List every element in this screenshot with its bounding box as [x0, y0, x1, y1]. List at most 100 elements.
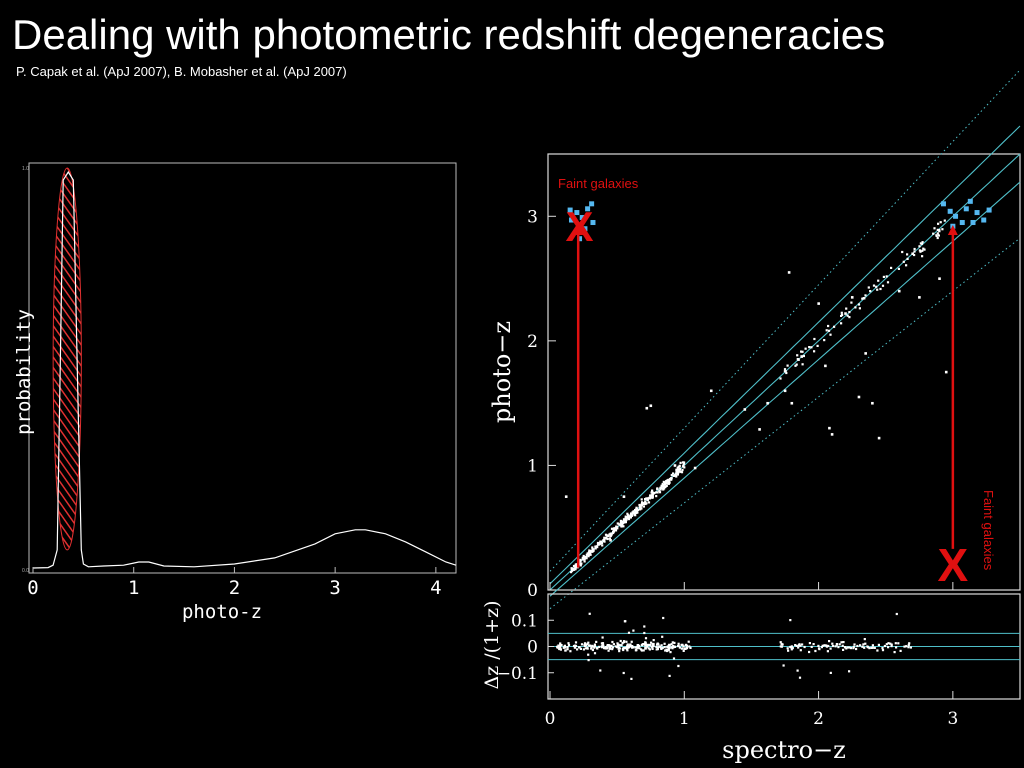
photoz-point	[666, 480, 669, 483]
residual-point	[644, 637, 648, 640]
photoz-point	[786, 364, 789, 367]
photoz-point	[823, 339, 826, 342]
photoz-point	[796, 354, 799, 357]
residual-point	[618, 650, 621, 653]
residual-point	[608, 646, 611, 649]
residual-point	[656, 648, 659, 651]
photoz-y-tick-label: 2	[527, 332, 538, 352]
photoz-point	[840, 322, 843, 325]
photoz-point	[603, 536, 606, 539]
residual-point	[883, 644, 886, 648]
residual-point	[660, 644, 663, 647]
photoz-point	[937, 222, 940, 225]
residual-point	[591, 648, 594, 652]
photoz-point	[598, 542, 601, 545]
photoz-guide-lines	[549, 69, 1021, 610]
faint-galaxy-arrows: XX	[566, 203, 969, 591]
photoz-point	[933, 227, 936, 230]
photoz-point	[677, 465, 680, 468]
photoz-point	[846, 314, 849, 317]
residual-point	[782, 664, 785, 667]
residual-point	[683, 647, 686, 650]
residual-point	[781, 643, 784, 646]
photoz-point	[591, 548, 594, 551]
residual-point	[826, 650, 829, 653]
residual-point	[593, 646, 596, 649]
photoz-point	[618, 523, 621, 526]
photoz-point	[881, 284, 885, 287]
photoz-point	[829, 333, 832, 336]
residual-point	[602, 645, 605, 648]
photoz-outlier-point	[783, 389, 787, 393]
photoz-point	[667, 478, 670, 481]
residual-point	[801, 643, 804, 646]
photoz-point	[670, 473, 673, 477]
photoz-point	[604, 537, 607, 540]
faint-galaxy-point	[590, 220, 596, 226]
photoz-point	[589, 552, 592, 555]
photoz-point	[675, 472, 678, 475]
residual-point	[567, 644, 571, 647]
photoz-point	[804, 347, 807, 350]
residual-point	[885, 643, 888, 646]
photoz-point	[658, 491, 662, 494]
residual-point	[848, 646, 851, 649]
residual-point	[625, 640, 628, 643]
residual-point	[812, 643, 815, 646]
photoz-point	[800, 355, 803, 358]
residual-point	[790, 648, 793, 651]
photoz-point	[610, 532, 613, 535]
faint-galaxy-points	[567, 198, 992, 242]
faint-galaxy-point	[986, 207, 992, 213]
residual-point	[852, 647, 855, 650]
photoz-point	[622, 521, 625, 524]
photoz-point	[661, 482, 664, 486]
photoz-point	[638, 503, 641, 507]
photoz-point	[626, 517, 629, 520]
photoz-point	[608, 537, 611, 540]
residual-point	[841, 644, 844, 647]
residual-point	[903, 645, 906, 648]
residual-point	[590, 647, 593, 650]
residual-point	[611, 648, 614, 651]
residual-point	[632, 629, 635, 632]
residual-point	[651, 642, 654, 646]
photoz-point	[615, 525, 618, 528]
residual-point	[584, 644, 587, 647]
photoz-point	[640, 503, 643, 506]
residual-point	[569, 650, 572, 653]
residual-point	[862, 643, 865, 646]
photoz-point	[795, 363, 798, 366]
residual-point	[593, 652, 597, 655]
residual-point	[663, 646, 666, 649]
photoz-point	[813, 337, 816, 341]
residual-point	[835, 643, 839, 646]
photoz-outlier-point	[797, 358, 800, 361]
residual-point	[566, 648, 569, 651]
photoz-point	[872, 284, 876, 287]
residual-point	[630, 677, 633, 680]
photoz-y-axis-label: photo−z	[488, 321, 516, 423]
residual-point	[646, 643, 649, 647]
photoz-point	[663, 482, 667, 485]
probability-y-tick-label: 0.0	[22, 568, 29, 574]
residual-point	[853, 643, 856, 646]
residual-point	[632, 646, 635, 649]
residual-point	[899, 649, 902, 652]
residual-point	[622, 647, 625, 650]
photoz-point	[882, 275, 885, 278]
photoz-point	[827, 329, 831, 332]
residual-point	[606, 646, 609, 650]
photoz-outlier-point	[938, 277, 941, 280]
photoz-point	[676, 470, 680, 473]
photoz-point	[890, 266, 893, 269]
photoz-point	[863, 297, 866, 300]
photoz-point	[579, 562, 582, 565]
residual-point	[629, 643, 632, 646]
photoz-point	[901, 250, 904, 254]
photoz-point	[651, 493, 654, 496]
residual-point	[864, 642, 867, 645]
residual-point	[671, 647, 674, 650]
residual-point	[624, 647, 627, 650]
